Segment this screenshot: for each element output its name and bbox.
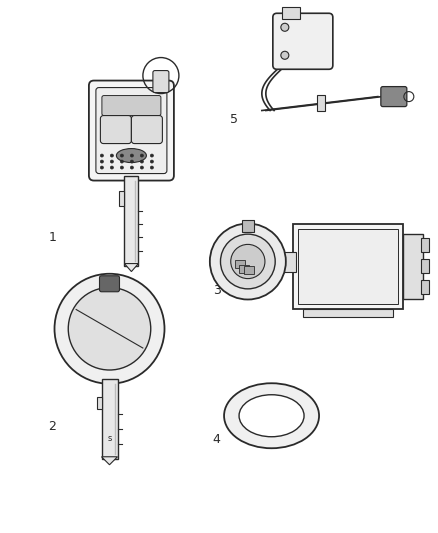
Circle shape	[54, 274, 165, 384]
Circle shape	[120, 154, 124, 157]
Text: 3: 3	[213, 284, 221, 297]
Circle shape	[141, 166, 143, 169]
Circle shape	[281, 51, 289, 59]
Circle shape	[131, 160, 134, 163]
Circle shape	[131, 154, 134, 157]
Circle shape	[231, 245, 265, 279]
Circle shape	[120, 160, 124, 163]
Bar	[239, 265, 249, 273]
Circle shape	[220, 234, 275, 289]
Text: s: s	[107, 434, 112, 443]
Ellipse shape	[117, 149, 146, 163]
Bar	[120, 191, 124, 206]
Bar	[421, 238, 429, 252]
FancyBboxPatch shape	[273, 13, 333, 69]
FancyBboxPatch shape	[96, 87, 167, 174]
Circle shape	[131, 166, 134, 169]
Circle shape	[68, 287, 151, 370]
Bar	[124, 175, 138, 265]
FancyBboxPatch shape	[100, 116, 131, 143]
Circle shape	[141, 160, 143, 163]
Bar	[421, 280, 429, 294]
Bar	[282, 7, 300, 19]
FancyBboxPatch shape	[153, 70, 169, 93]
FancyBboxPatch shape	[131, 116, 162, 143]
Bar	[244, 266, 254, 274]
Polygon shape	[124, 263, 138, 271]
Bar	[403, 234, 423, 299]
Circle shape	[100, 160, 103, 163]
Ellipse shape	[224, 383, 319, 448]
Bar	[421, 259, 429, 272]
Circle shape	[110, 166, 113, 169]
Circle shape	[120, 166, 124, 169]
Bar	[102, 379, 117, 459]
Bar	[242, 220, 254, 231]
Bar	[303, 309, 393, 317]
FancyBboxPatch shape	[381, 86, 407, 107]
FancyBboxPatch shape	[99, 276, 120, 292]
Bar	[317, 95, 325, 111]
Text: 1: 1	[49, 231, 57, 244]
Text: 4: 4	[213, 433, 221, 446]
Circle shape	[210, 223, 286, 300]
Circle shape	[100, 154, 103, 157]
FancyBboxPatch shape	[102, 95, 161, 116]
Circle shape	[150, 160, 153, 163]
Circle shape	[110, 160, 113, 163]
Circle shape	[100, 166, 103, 169]
Circle shape	[150, 154, 153, 157]
FancyBboxPatch shape	[89, 80, 174, 181]
Bar	[281, 252, 296, 271]
Bar	[235, 261, 245, 269]
Ellipse shape	[239, 395, 304, 437]
Circle shape	[281, 23, 289, 31]
Circle shape	[141, 154, 143, 157]
Text: 2: 2	[49, 420, 57, 433]
Text: 5: 5	[230, 114, 238, 126]
Bar	[96, 397, 102, 409]
Circle shape	[110, 154, 113, 157]
Circle shape	[150, 166, 153, 169]
Polygon shape	[102, 457, 117, 465]
Bar	[293, 224, 403, 309]
Bar	[298, 229, 398, 304]
